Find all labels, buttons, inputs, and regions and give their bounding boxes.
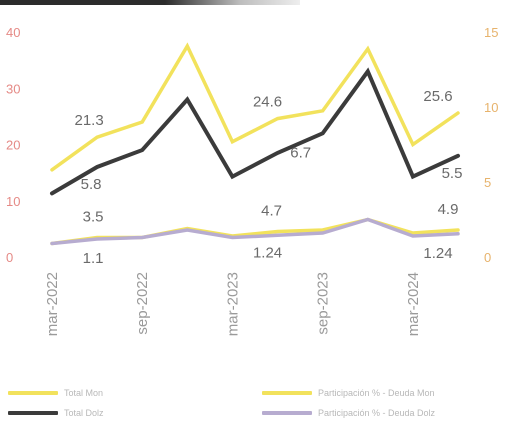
data-label: 21.3 [75,112,104,129]
legend-label-total-mon: Total Mon [64,388,103,398]
y-left-tick-label: 0 [6,250,13,265]
data-label: 24.6 [253,94,282,111]
y-left-tick-label: 40 [6,25,20,40]
legend-swatch-total-dolz [8,411,58,415]
x-tick-label: sep-2022 [134,272,151,335]
data-label: 5.8 [81,176,102,193]
legend-swatch-participacion-dolz [262,411,312,415]
y-right-tick-label: 10 [484,100,498,115]
series-line-3 [52,220,458,244]
x-tick-label: mar-2023 [224,272,241,336]
legend-label-participacion-dolz: Participación % - Deuda Dolz [318,408,435,418]
y-right-tick-label: 0 [484,250,491,265]
x-tick-label: mar-2024 [405,272,422,336]
y-left-tick-label: 10 [6,194,20,209]
y-right-tick-label: 15 [484,25,498,40]
x-tick-label: sep-2023 [315,272,332,335]
data-label: 4.9 [438,201,459,218]
data-label: 5.5 [442,165,463,182]
y-right-tick-label: 5 [484,175,491,190]
legend-swatch-participacion-mon [262,391,312,395]
y-left-tick-label: 20 [6,138,20,153]
legend-item-participacion-dolz: Participación % - Deuda Dolz [262,404,435,422]
data-label: 25.6 [423,88,452,105]
legend-swatch-total-mon [8,391,58,395]
x-tick-label: mar-2022 [44,272,61,336]
legend-item-total-mon: Total Mon [8,384,103,402]
data-label: 6.7 [290,144,311,161]
legend-label-participacion-mon: Participación % - Deuda Mon [318,388,435,398]
y-left-tick-label: 30 [6,81,20,96]
data-label: 1.1 [83,250,104,267]
legend-item-participacion-mon: Participación % - Deuda Mon [262,384,435,402]
line-chart: 0 10 20 30 40 0 5 10 15 21.3 5.8 24.6 6.7 25.6 5.5 3.5 1… [0,0,512,372]
data-label: 1.24 [423,245,452,262]
legend-label-total-dolz: Total Dolz [64,408,104,418]
legend: Total Mon Total Dolz Participación % - D… [0,372,512,428]
data-label: 1.24 [253,244,282,261]
data-label: 4.7 [261,203,282,220]
legend-item-total-dolz: Total Dolz [8,404,104,422]
data-label: 3.5 [83,209,104,226]
